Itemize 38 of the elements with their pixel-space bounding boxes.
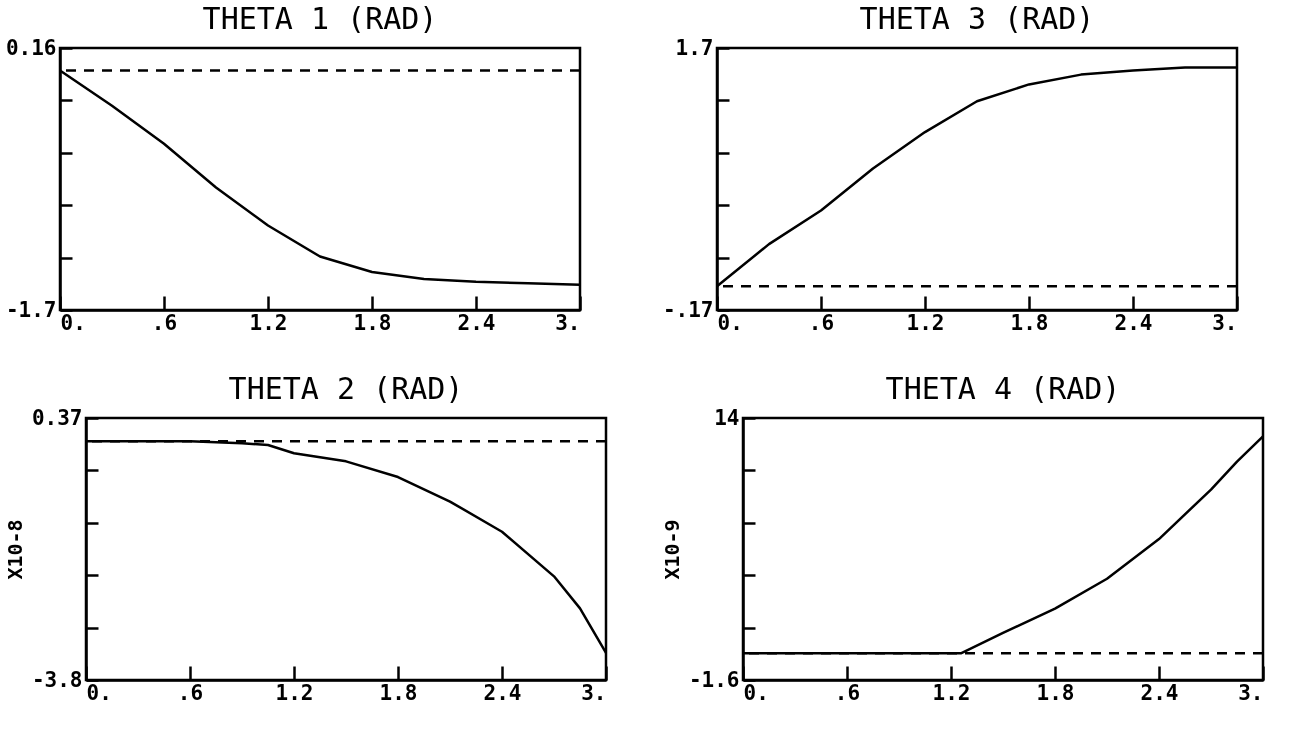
x-tick-label: 2.4 bbox=[483, 680, 522, 705]
x-tick-label: 3. bbox=[581, 680, 607, 705]
y-tick-label: 14 bbox=[714, 405, 740, 430]
x-tick-label: 1.8 bbox=[353, 310, 392, 335]
chart-title: THETA 3 (RAD) bbox=[859, 1, 1095, 36]
x-tick-label: 3. bbox=[555, 310, 581, 335]
x-tick-label: 1.8 bbox=[379, 680, 418, 705]
chart-title: THETA 1 (RAD) bbox=[202, 1, 438, 36]
x-tick-label: 0. bbox=[60, 310, 86, 335]
y-axis-title: X10-8 bbox=[2, 519, 27, 580]
x-tick-label: 1.2 bbox=[249, 310, 288, 335]
x-tick-label: 2.4 bbox=[457, 310, 496, 335]
x-tick-label: 2.4 bbox=[1140, 680, 1179, 705]
y-tick-label: -3.8 bbox=[31, 667, 83, 692]
x-tick-label: 1.8 bbox=[1036, 680, 1075, 705]
x-tick-label: 1.2 bbox=[275, 680, 314, 705]
x-tick-label: 0. bbox=[86, 680, 112, 705]
chart-title: THETA 4 (RAD) bbox=[885, 371, 1121, 406]
x-tick-label: .6 bbox=[834, 680, 861, 705]
x-tick-label: 3. bbox=[1238, 680, 1264, 705]
x-tick-label: .6 bbox=[177, 680, 204, 705]
x-tick-label: 2.4 bbox=[1114, 310, 1153, 335]
y-tick-label: 1.7 bbox=[675, 35, 714, 60]
x-tick-label: .6 bbox=[808, 310, 835, 335]
x-tick-label: 0. bbox=[717, 310, 743, 335]
x-tick-label: 1.2 bbox=[906, 310, 945, 335]
x-tick-label: .6 bbox=[151, 310, 178, 335]
y-tick-label: -1.7 bbox=[5, 297, 57, 322]
y-tick-label: 0.16 bbox=[5, 35, 57, 60]
x-tick-label: 1.8 bbox=[1010, 310, 1049, 335]
y-tick-label: 0.37 bbox=[31, 405, 83, 430]
y-axis-title: X10-9 bbox=[659, 519, 684, 580]
y-tick-label: -.17 bbox=[662, 297, 714, 322]
x-tick-label: 0. bbox=[743, 680, 769, 705]
y-tick-label: -1.6 bbox=[688, 667, 740, 692]
x-tick-label: 3. bbox=[1212, 310, 1238, 335]
chart-title: THETA 2 (RAD) bbox=[228, 371, 464, 406]
x-tick-label: 1.2 bbox=[932, 680, 971, 705]
